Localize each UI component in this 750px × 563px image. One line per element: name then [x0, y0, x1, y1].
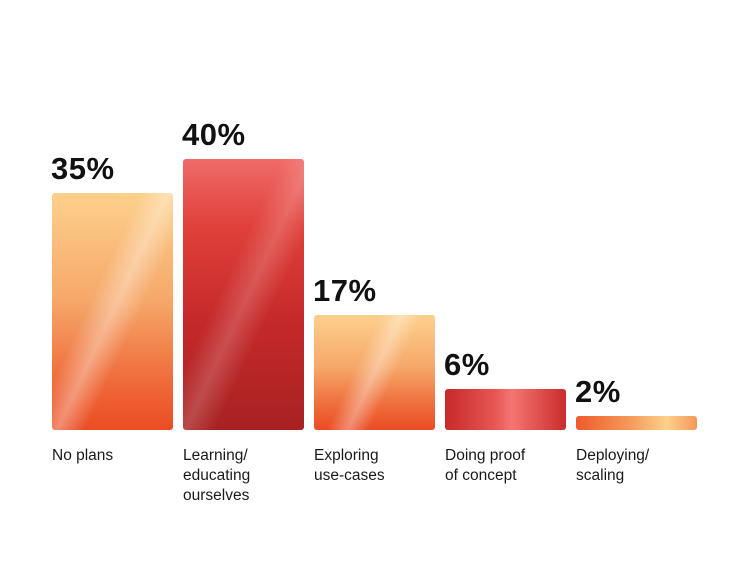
category-label-line: ourselves: [183, 487, 250, 504]
bar-2: [314, 315, 435, 430]
bar-0: [52, 193, 173, 430]
value-label-0: 35%: [51, 151, 115, 186]
category-label-line: of concept: [445, 467, 517, 484]
category-label-4: Deploying/scaling: [576, 446, 698, 486]
category-label-line: scaling: [576, 467, 625, 484]
category-label-0: No plans: [52, 446, 174, 466]
category-label-line: Exploring: [314, 447, 379, 464]
value-label-1: 40%: [182, 117, 246, 152]
category-label-line: use-cases: [314, 467, 385, 484]
category-label-line: Learning/: [183, 447, 248, 464]
bar-4: [576, 416, 697, 430]
category-label-line: No plans: [52, 447, 114, 464]
category-label-3: Doing proof of concept: [445, 446, 567, 486]
bar-3: [445, 389, 566, 430]
value-label-3: 6%: [444, 347, 490, 382]
category-label-2: Exploring use-cases: [314, 446, 436, 486]
category-label-1: Learning/educating ourselves: [183, 446, 305, 506]
value-label-4: 2%: [575, 374, 621, 409]
category-label-line: Doing proof: [445, 447, 526, 464]
value-label-2: 17%: [313, 273, 377, 308]
category-label-line: Deploying/: [576, 447, 650, 464]
bar-1: [183, 159, 304, 430]
category-label-line: educating: [183, 467, 251, 484]
